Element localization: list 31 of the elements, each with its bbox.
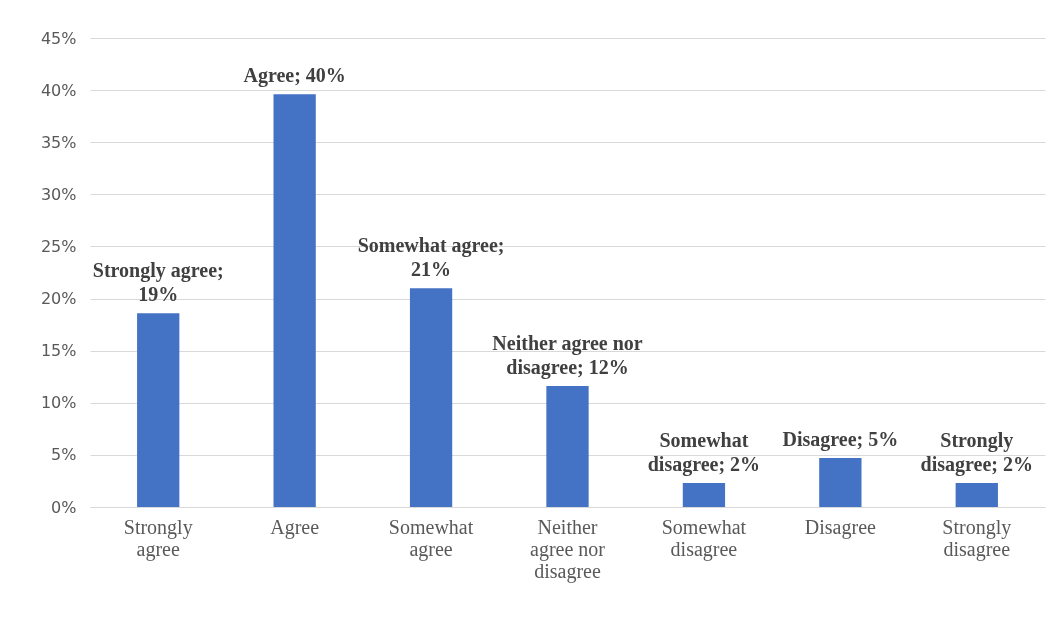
y-tick-label: 35%: [40, 132, 77, 152]
x-tick-label: Neither agree nor disagree: [530, 515, 606, 583]
bar: [409, 288, 453, 507]
bar: [137, 313, 180, 507]
y-tick-label: 10%: [40, 393, 77, 413]
y-tick-label: 25%: [40, 236, 77, 256]
data-label: Somewhat agree; 21%: [357, 234, 505, 281]
data-label: Strongly agree; 19%: [92, 259, 224, 306]
y-tick-label: 45%: [40, 28, 77, 48]
bar: [819, 458, 862, 507]
bar: [273, 94, 316, 507]
bar: [546, 386, 589, 507]
data-label: Agree; 40%: [243, 64, 346, 88]
x-tick-label: Agree: [270, 515, 320, 539]
y-tick-label: 15%: [40, 341, 77, 361]
x-tick-label: Strongly disagree: [942, 515, 1012, 561]
y-tick-label: 20%: [40, 289, 77, 309]
x-tick-label: Somewhat disagree: [661, 515, 747, 561]
x-tick-label: Strongly agree: [123, 515, 193, 561]
y-tick-label: 5%: [51, 445, 77, 465]
bar: [682, 483, 726, 507]
data-label: Strongly disagree; 2%: [920, 429, 1033, 477]
y-tick-label: 40%: [40, 80, 77, 100]
data-label: Disagree; 5%: [782, 428, 899, 452]
y-tick-label: 30%: [40, 184, 77, 204]
y-tick-label: 0%: [51, 497, 77, 517]
x-tick-label: Somewhat agree: [388, 515, 474, 561]
data-label: Neither agree nor disagree; 12%: [492, 332, 643, 380]
x-tick-label: Disagree: [804, 515, 877, 539]
data-label: Somewhat disagree; 2%: [647, 429, 761, 477]
bar: [955, 483, 998, 507]
